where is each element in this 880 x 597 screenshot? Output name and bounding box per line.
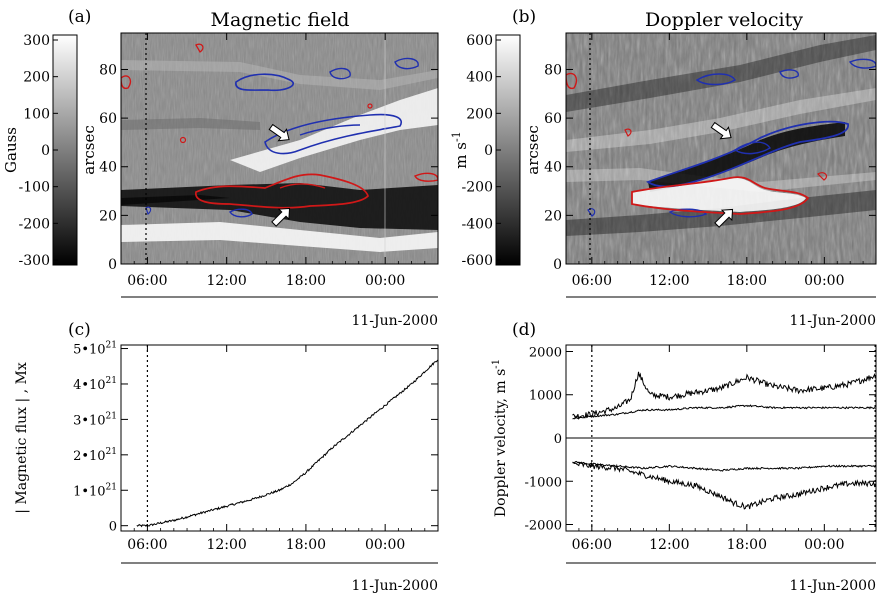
panel-a-colorbar-ticks: 300 200 100 0 -100 -200 -300 [19, 33, 58, 269]
panel-d-date: 11-Jun-2000 [789, 578, 876, 594]
x-tick-label: 12:00 [649, 273, 689, 289]
doppler-series-line-1 [572, 371, 876, 421]
panel-a-date: 11-Jun-2000 [351, 313, 438, 329]
panel-b-title: Doppler velocity [645, 9, 803, 31]
y-tick-label: 1•1021 [73, 482, 117, 499]
x-tick-label: 00:00 [365, 273, 405, 289]
panel-c-date: 11-Jun-2000 [351, 578, 438, 594]
panel-b-letter: (b) [512, 7, 536, 27]
y-tick-label: 20 [544, 208, 562, 224]
doppler-series-line-2 [572, 404, 876, 420]
panel-d-letter: (d) [512, 320, 536, 340]
colorbar-tick-label: 200 [466, 106, 493, 122]
colorbar-tick-label: 600 [466, 33, 493, 49]
colorbar-tick-label: -400 [462, 216, 493, 232]
panel-b: (b) Doppler velocity 6004002000-200-400-… [450, 7, 877, 329]
x-tick-label: 00:00 [804, 537, 844, 553]
y-tick-label: 0 [108, 257, 117, 273]
colorbar-tick-label: 0 [484, 143, 493, 159]
y-tick-label: 2000 [529, 345, 562, 360]
y-tick-label: 20 [99, 208, 117, 224]
y-tick-label: 60 [99, 111, 117, 127]
y-tick-label: 80 [544, 62, 562, 78]
x-tick-label: 12:00 [206, 537, 246, 553]
y-tick-label: 4•1021 [73, 376, 117, 393]
x-tick-label: 06:00 [572, 273, 612, 289]
y-tick-label: 40 [99, 160, 117, 176]
colorbar-tick-label: 300 [23, 33, 50, 49]
x-tick-label: 18:00 [286, 273, 326, 289]
doppler-series-line-4 [572, 461, 876, 510]
colorbar-tick-label: 0 [41, 143, 50, 159]
panel-c: (c) 0 1•1021 2•1021 3•1021 4•1021 5•1021 06:00… [14, 320, 439, 594]
panel-b-date: 11-Jun-2000 [789, 313, 876, 329]
panel-a-letter: (a) [68, 7, 91, 27]
colorbar-tick-label: -300 [19, 253, 50, 269]
panel-c-frame [120, 344, 439, 532]
panel-c-plot: 0 1•1021 2•1021 3•1021 4•1021 5•1021 06:00 12:0… [73, 341, 439, 553]
panel-b-ylabel: arcsec [524, 125, 542, 175]
panel-a-arrow-lower [271, 207, 291, 227]
colorbar-tick-label: 100 [23, 106, 50, 122]
y-tick-label: -1000 [525, 475, 562, 490]
x-tick-label: 06:00 [127, 537, 167, 553]
x-tick-label: 18:00 [727, 537, 767, 553]
y-tick-label: 0 [554, 432, 562, 447]
y-tick-label: 1000 [529, 389, 562, 404]
panel-a: (a) Magnetic field 3002001000-100-200-30… [2, 7, 439, 329]
panel-a-axes: 0 20 40 60 80 06:00 12:00 18:00 00:00 [99, 33, 439, 289]
panel-b-arrow-lower [714, 208, 734, 228]
panel-b-arrow-upper [710, 121, 732, 140]
colorbar-tick-label: 400 [466, 70, 493, 86]
panel-b-dopplergram [566, 33, 876, 264]
y-tick-label: 0 [553, 257, 562, 273]
colorbar-tick-label: -600 [462, 253, 493, 269]
panel-a-colorbar-label: Gauss [2, 127, 20, 173]
panel-a-magnetogram [121, 33, 438, 264]
y-tick-label: 3•1021 [73, 411, 117, 428]
x-tick-label: 00:00 [804, 273, 844, 289]
x-tick-label: 18:00 [286, 537, 326, 553]
y-tick-label: 5•1021 [73, 341, 117, 358]
colorbar-tick-label: -100 [19, 180, 50, 196]
colorbar-tick-label: -200 [462, 180, 493, 196]
y-tick-label: 40 [544, 160, 562, 176]
y-tick-label: 60 [544, 111, 562, 127]
flux-series-line [136, 359, 439, 528]
panel-b-colorbar-label: m s-1 [450, 131, 470, 168]
x-tick-label: 06:00 [572, 537, 612, 553]
panel-d-plot: 2000 1000 0 -1000 -2000 06:00 12:00 18:00 00:00 [525, 345, 877, 553]
x-tick-label: 12:00 [649, 537, 689, 553]
panel-a-arrow-upper [268, 123, 290, 142]
x-tick-label: 00:00 [365, 537, 405, 553]
panel-d-ylabel: Doppler velocity, m s-1 [491, 359, 509, 517]
y-tick-label: -2000 [525, 519, 562, 534]
panel-c-letter: (c) [68, 320, 91, 340]
y-tick-label: 2•1021 [73, 447, 117, 464]
x-tick-label: 18:00 [727, 273, 767, 289]
colorbar-tick-label: 200 [23, 70, 50, 86]
panel-a-ylabel: arcsec [80, 125, 98, 175]
colorbar-tick-label: -200 [19, 216, 50, 232]
panel-c-ylabel: | Magnetic flux | , Mx [14, 362, 30, 514]
x-tick-label: 12:00 [206, 273, 246, 289]
panel-b-colorbar-ticks: 600 400 200 0 -200 -400 -600 [462, 33, 501, 269]
panel-b-axes: 0 20 40 60 80 06:00 12:00 18:00 00:00 [544, 33, 877, 289]
panel-d: (d) 2000 1000 0 -1000 -2000 06:00 12:00 18:00 00… [491, 320, 877, 594]
panel-a-title: Magnetic field [211, 9, 350, 31]
y-tick-label: 0 [109, 520, 117, 535]
y-tick-label: 80 [99, 62, 117, 78]
doppler-series-line-3 [572, 460, 876, 472]
x-tick-label: 06:00 [127, 273, 167, 289]
